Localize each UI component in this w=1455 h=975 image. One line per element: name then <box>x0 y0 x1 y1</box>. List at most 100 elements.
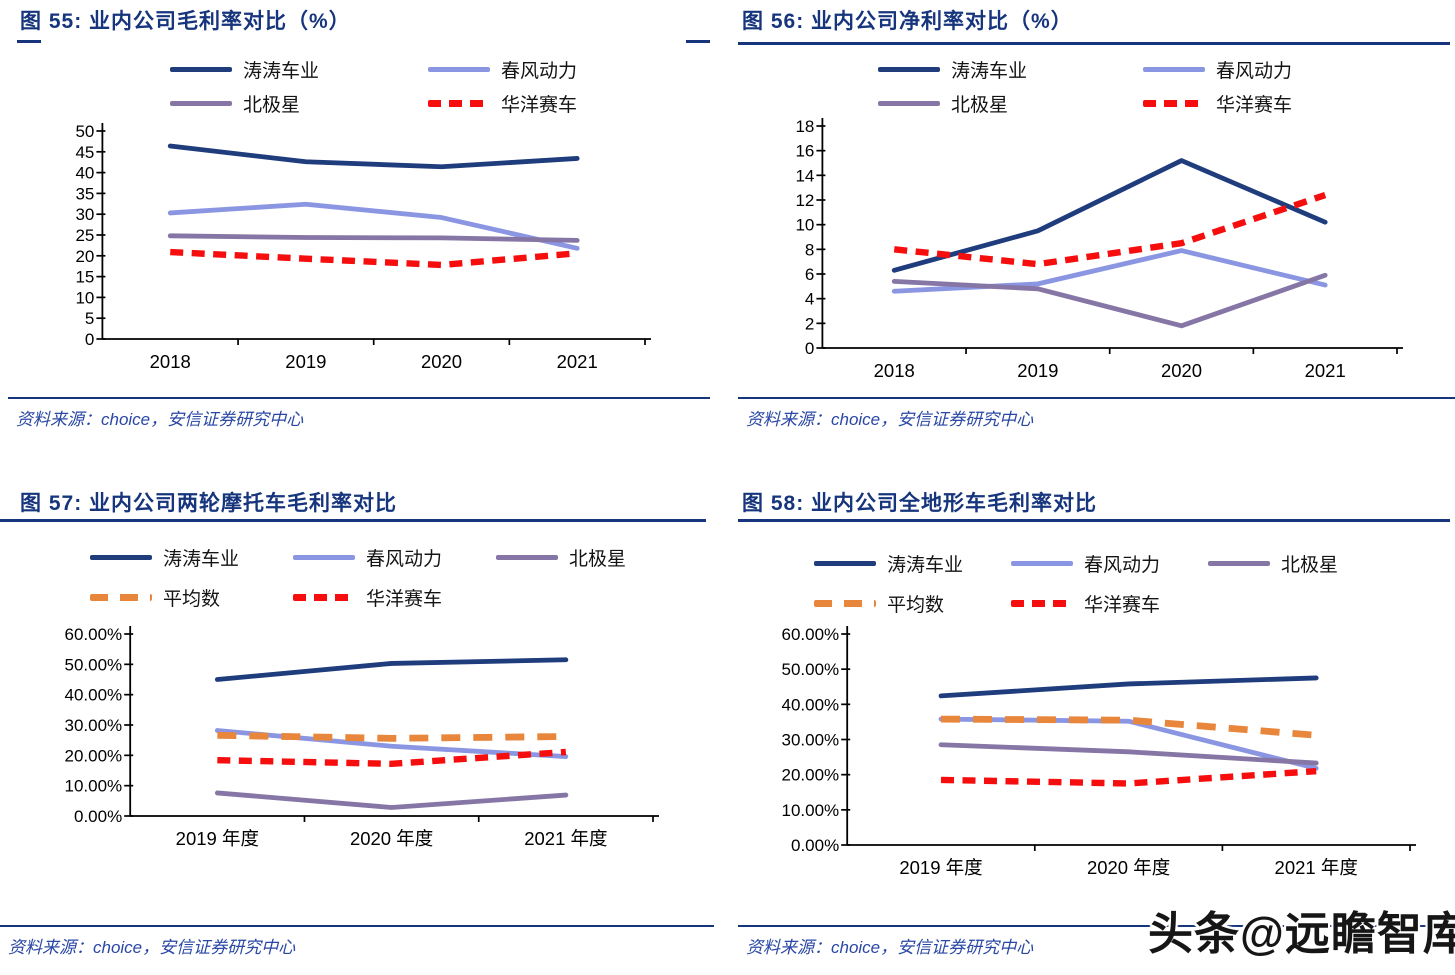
y-axis-tick-label: 45 <box>75 143 94 162</box>
series-line-北极星 <box>938 742 1319 766</box>
series-line-华洋赛车 <box>170 248 578 269</box>
legend-line-swatch <box>1208 560 1270 566</box>
y-axis-tick-label: 15 <box>75 268 94 287</box>
x-axis-category-label: 2020 <box>421 351 462 372</box>
figure-57-chart: 0.00% 10.00% 20.00% 30.00% 40.00% 50.00% 60.00… <box>65 625 659 849</box>
figure-57-source: 资料来源：choice，安信证券研究中心 <box>0 925 714 958</box>
x-axis-category-label: 2020 <box>1161 360 1202 381</box>
figure-55-legend: 涛涛车业 春风动力北极星 华洋赛车 <box>170 54 686 118</box>
series-line-华洋赛车 <box>217 748 567 768</box>
legend-line-swatch <box>170 66 232 72</box>
y-axis-tick-label: 10.00% <box>65 777 123 796</box>
legend-label: 华洋赛车 <box>1216 94 1293 116</box>
figure-58-source: 资料来源：choice，安信证券研究中心 <box>738 925 1455 958</box>
figure-56-chart: 0 2 4 6 8 10 12 14 16 18 2018 2019 2020 2021 <box>795 117 1403 381</box>
legend-item: 涛涛车业 <box>170 54 428 84</box>
y-axis-tick-label: 18 <box>795 117 814 136</box>
legend-line-swatch <box>814 599 876 607</box>
figure-56-legend: 涛涛车业 春风动力北极星 华洋赛车 <box>878 54 1408 118</box>
legend-line-swatch <box>90 554 152 560</box>
x-axis-category-label: 2021 年度 <box>524 828 607 849</box>
figure-57-source-text: 资料来源：choice，安信证券研究中心 <box>8 938 296 957</box>
y-axis-tick-label: 50.00% <box>782 660 840 679</box>
legend-label: 涛涛车业 <box>887 554 964 576</box>
legend-label: 春风动力 <box>366 548 443 570</box>
legend-label: 华洋赛车 <box>1084 594 1161 616</box>
x-axis-category-label: 2020 年度 <box>350 828 433 849</box>
series-line-平均数 <box>217 731 566 742</box>
legend-line-swatch <box>293 554 355 560</box>
figure-55-panel: 图 55: 业内公司毛利率对比（%） 涛涛车业 春风动力北极星 华洋赛车 0 5 10 1… <box>0 0 710 450</box>
legend-item: 北极星 <box>170 88 428 118</box>
y-axis-tick-label: 6 <box>805 265 814 284</box>
y-axis-tick-label: 10.00% <box>782 801 840 820</box>
legend-item: 平均数 <box>90 582 293 612</box>
legend-label: 涛涛车业 <box>951 60 1028 82</box>
y-axis-tick-label: 60.00% <box>65 625 123 644</box>
y-axis-tick-label: 5 <box>85 309 94 328</box>
y-axis-tick-label: 16 <box>795 142 814 161</box>
legend-line-swatch <box>293 593 355 601</box>
series-line-北极星 <box>167 233 580 243</box>
legend-item: 春风动力 <box>1011 548 1208 578</box>
y-axis-tick-label: 0.00% <box>74 807 122 826</box>
figure-55-title-rule <box>17 40 710 43</box>
series-line-春风动力 <box>167 201 580 251</box>
y-axis-tick-label: 20 <box>75 247 94 266</box>
x-axis-category-label: 2018 <box>150 351 191 372</box>
series-line-春风动力 <box>938 716 1319 771</box>
y-axis-tick-label: 40.00% <box>65 686 123 705</box>
y-axis-tick-label: 12 <box>795 191 814 210</box>
figure-55-title: 图 55: 业内公司毛利率对比（%） <box>20 10 351 33</box>
figure-58-panel: 图 58: 业内公司全地形车毛利率对比 涛涛车业 春风动力 北极星 平均数 华洋赛车 0… <box>728 482 1455 975</box>
legend-item: 涛涛车业 <box>878 54 1143 84</box>
figure-58-chart: 0.00% 10.00% 20.00% 30.00% 40.00% 50.00% 60.00… <box>782 625 1416 878</box>
figure-57-title: 图 57: 业内公司两轮摩托车毛利率对比 <box>20 492 398 515</box>
legend-label: 北极星 <box>243 94 301 116</box>
x-axis-category-label: 2019 <box>285 351 326 372</box>
y-axis-tick-label: 30.00% <box>782 731 840 750</box>
series-line-春风动力 <box>891 248 1328 294</box>
figure-56-source: 资料来源：choice，安信证券研究中心 <box>738 397 1455 430</box>
y-axis-tick-label: 8 <box>805 240 814 259</box>
y-axis-tick-label: 4 <box>805 290 814 309</box>
figure-56-panel: 图 56: 业内公司净利率对比（%） 涛涛车业 春风动力 北极星 华洋赛车 0 2 4 6 8… <box>728 0 1455 450</box>
legend-item: 北极星 <box>496 542 699 572</box>
legend-label: 华洋赛车 <box>501 94 578 116</box>
series-line-华洋赛车 <box>893 192 1327 268</box>
legend-item: 春风动力 <box>1143 54 1408 84</box>
x-axis-category-label: 2018 <box>874 360 915 381</box>
legend-line-swatch <box>878 100 940 106</box>
legend-label: 涛涛车业 <box>243 60 320 82</box>
figure-58-legend: 涛涛车业 春风动力 北极星 平均数 华洋赛车 <box>814 548 1405 618</box>
legend-line-swatch <box>170 100 232 106</box>
y-axis-tick-label: 40.00% <box>782 695 840 714</box>
legend-item: 平均数 <box>814 588 1011 618</box>
y-axis-tick-label: 0 <box>85 330 94 349</box>
figure-58-source-text: 资料来源：choice，安信证券研究中心 <box>746 938 1034 957</box>
legend-line-swatch <box>1011 599 1073 607</box>
legend-line-swatch <box>428 99 490 107</box>
figure-56-title: 图 56: 业内公司净利率对比（%） <box>742 10 1073 33</box>
legend-label: 春风动力 <box>501 60 578 82</box>
series-line-北极星 <box>891 272 1328 329</box>
legend-label: 北极星 <box>569 548 627 570</box>
y-axis-tick-label: 50.00% <box>65 655 123 674</box>
x-axis-category-label: 2019 年度 <box>899 857 982 878</box>
x-axis-category-label: 2019 <box>1017 360 1058 381</box>
y-axis-tick-label: 30 <box>75 205 94 224</box>
series-line-涛涛车业 <box>214 657 569 682</box>
figure-55-source: 资料来源：choice，安信证券研究中心 <box>8 397 710 430</box>
y-axis-tick-label: 35 <box>75 184 94 203</box>
series-line-涛涛车业 <box>938 675 1319 699</box>
legend-label: 北极星 <box>951 94 1009 116</box>
legend-item: 华洋赛车 <box>293 582 496 612</box>
y-axis-tick-label: 10 <box>795 216 814 235</box>
legend-line-swatch <box>1143 66 1205 72</box>
x-axis-category-label: 2021 <box>557 351 598 372</box>
legend-item: 涛涛车业 <box>90 542 293 572</box>
legend-line-swatch <box>1011 560 1073 566</box>
figure-56-source-text: 资料来源：choice，安信证券研究中心 <box>746 410 1034 429</box>
y-axis-tick-label: 10 <box>75 288 94 307</box>
